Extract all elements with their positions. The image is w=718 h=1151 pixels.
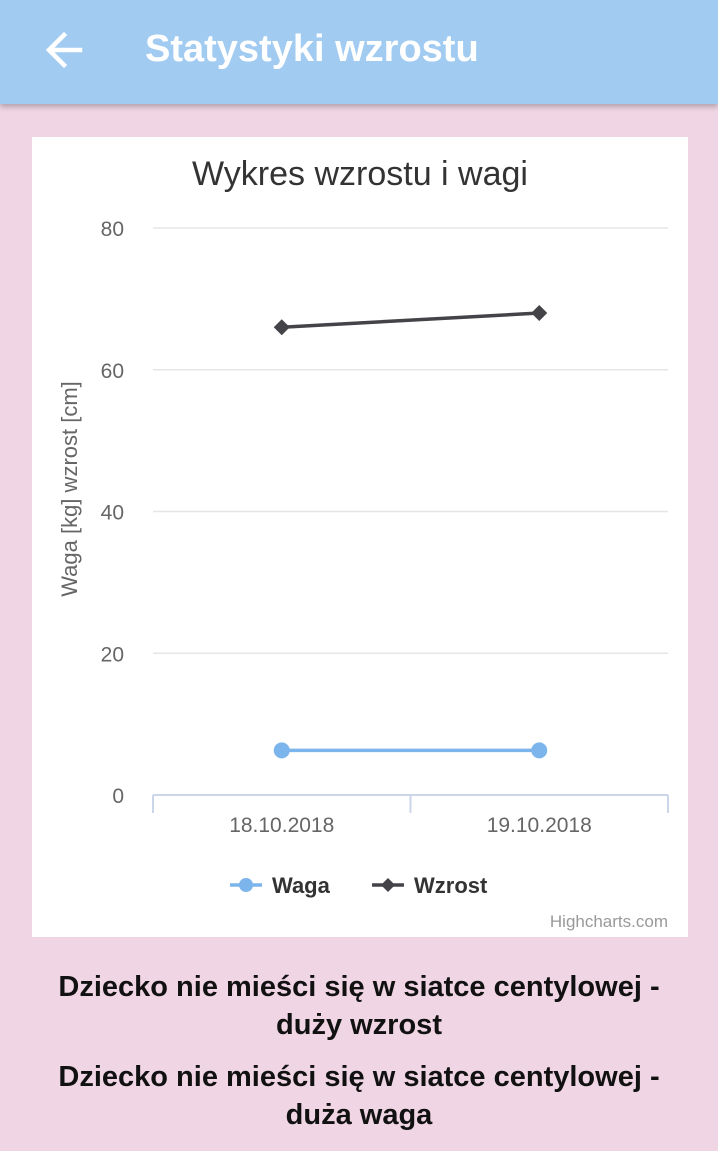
message-height: Dziecko nie mieści się w siatce centylow… — [58, 971, 660, 1041]
data-point-wzrost — [273, 319, 290, 336]
message-weight: Dziecko nie mieści się w siatce centylow… — [58, 1061, 660, 1131]
app-bar: Statystyki wzrostu — [0, 0, 718, 104]
y-tick-label: 0 — [112, 785, 124, 808]
data-point-waga — [273, 742, 290, 759]
legend-label: Wzrost — [414, 873, 488, 898]
data-point-wzrost — [531, 305, 548, 322]
chart-card: Wykres wzrostu i wagi 0 20 40 60 80 18.10.201… — [32, 137, 688, 937]
page-title: Statystyki wzrostu — [145, 28, 479, 70]
legend-marker — [239, 878, 253, 892]
back-button[interactable] — [34, 22, 94, 78]
arrow-left-icon — [45, 31, 83, 69]
status-messages: Dziecko nie mieści się w siatce centylow… — [0, 968, 718, 1148]
legend-label: Waga — [272, 873, 331, 898]
legend-marker — [381, 878, 395, 892]
y-tick-label: 40 — [101, 502, 124, 525]
x-tick-label: 19.10.2018 — [487, 814, 592, 837]
x-tick-label: 18.10.2018 — [229, 814, 334, 837]
y-tick-label: 80 — [101, 218, 124, 241]
legend-item-waga[interactable]: Waga — [230, 873, 331, 898]
y-tick-label: 60 — [101, 360, 124, 383]
growth-weight-chart: Wykres wzrostu i wagi 0 20 40 60 80 18.10.201… — [57, 155, 669, 931]
y-axis-title: Waga [kg] wzrost [cm] — [57, 381, 82, 597]
chart-title: Wykres wzrostu i wagi — [192, 155, 528, 193]
credits-link[interactable]: Highcharts.com — [550, 912, 668, 931]
series-line-wzrost — [280, 311, 541, 329]
data-point-waga — [531, 742, 548, 759]
y-tick-label: 20 — [101, 643, 124, 666]
legend-item-wzrost[interactable]: Wzrost — [372, 873, 488, 898]
